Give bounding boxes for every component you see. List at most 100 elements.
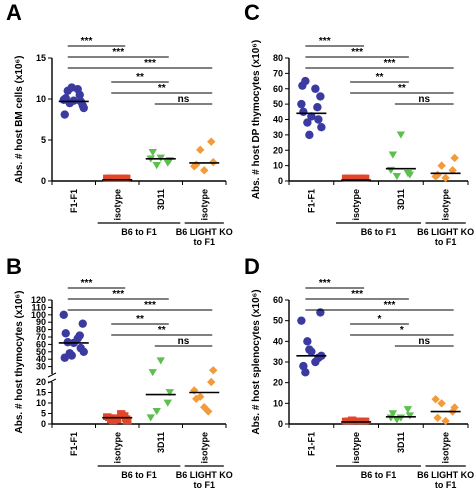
data-point [388, 410, 398, 418]
data-point [317, 122, 326, 132]
y-tick-label: 40 [36, 354, 46, 364]
data-point [152, 162, 161, 170]
data-point [190, 162, 199, 171]
category-label: F1-F1 [69, 432, 79, 456]
significance-label: ns [418, 336, 430, 347]
data-point [148, 369, 157, 377]
significance-label: *** [144, 58, 156, 69]
y-tick-label: 50 [273, 99, 283, 109]
y-tick-label: 40 [273, 336, 283, 346]
significance-label: ns [418, 94, 430, 105]
data-point [433, 413, 442, 422]
y-tick-label: 80 [273, 53, 283, 63]
y-tick-label: 50 [36, 347, 46, 357]
data-point [67, 351, 76, 360]
data-point [78, 319, 87, 328]
data-point [405, 171, 415, 179]
significance-label: ** [398, 83, 406, 94]
y-tick-label: 120 [31, 295, 46, 305]
y-tick-label: 20 [36, 377, 46, 387]
significance-label: *** [351, 289, 363, 300]
data-point [314, 115, 323, 124]
data-point [437, 399, 446, 408]
significance-label: ** [136, 72, 144, 83]
panel-A: A 0 5 10 15 Abs. # host BM cells (x10⁶) F1-F1 i… [6, 0, 233, 247]
y-tick-label: 10 [36, 398, 46, 408]
data-point [448, 166, 457, 175]
data-point [148, 148, 157, 157]
y-tick-label: 15 [36, 53, 46, 63]
data-point [60, 110, 69, 119]
significance-label: ** [158, 83, 166, 94]
significance-label: * [400, 325, 404, 336]
y-tick-label: 70 [36, 332, 46, 342]
y-tick-label: 80 [36, 325, 46, 335]
category-label: isotype [199, 189, 209, 221]
significance-label: *** [144, 300, 156, 311]
category-label: F1-F1 [306, 189, 316, 213]
data-point [297, 316, 306, 325]
y-tick-label: 0 [278, 419, 283, 429]
data-point [107, 174, 116, 182]
y-tick-label: 10 [36, 94, 46, 104]
significance-label: ns [178, 336, 190, 347]
data-point [146, 414, 155, 422]
data-point [405, 412, 415, 420]
y-axis-label: Abs. # host splenocytes (x10⁶) [251, 289, 262, 434]
data-point [209, 366, 218, 375]
data-point [355, 174, 365, 182]
category-label: isotype [112, 189, 122, 221]
group-label-b6-to-f1: B6 to F1 [361, 470, 397, 480]
data-point [75, 90, 84, 100]
significance-label: ** [158, 325, 166, 336]
significance-label: *** [384, 58, 396, 69]
data-point [305, 345, 314, 354]
data-point [204, 407, 213, 416]
data-point [441, 416, 450, 426]
significance-label: *** [81, 36, 93, 47]
data-point [311, 84, 320, 93]
data-point [388, 151, 398, 159]
category-label: F1-F1 [306, 432, 316, 456]
y-tick-label: 20 [273, 145, 283, 155]
significance-label: *** [351, 47, 363, 58]
data-point [200, 166, 209, 175]
data-point [301, 368, 310, 377]
data-point [59, 310, 68, 319]
y-tick-label: 30 [36, 362, 46, 372]
data-point [79, 347, 88, 356]
data-point [316, 308, 325, 317]
data-point [67, 83, 76, 92]
significance-label: *** [81, 278, 93, 289]
data-point [392, 416, 402, 424]
data-point [431, 395, 440, 404]
data-point [196, 145, 205, 155]
data-point [355, 417, 365, 425]
data-point [117, 410, 126, 417]
data-point [207, 137, 216, 146]
significance-label: ** [136, 314, 144, 325]
y-tick-label: 60 [273, 295, 283, 305]
data-point [441, 173, 450, 183]
y-tick-label: 60 [36, 339, 46, 349]
data-point [437, 161, 446, 170]
data-point [341, 174, 351, 182]
data-point [345, 417, 355, 425]
category-label: 3D11 [156, 189, 166, 210]
significance-label: ** [376, 72, 384, 83]
y-tick-label: 70 [273, 68, 283, 78]
panel-letter: C [244, 0, 260, 25]
significance-label: *** [112, 47, 124, 58]
significance-label: * [378, 314, 382, 325]
y-tick-label: 100 [31, 310, 46, 320]
data-point [403, 406, 413, 414]
y-tick-label: 15 [36, 388, 46, 398]
data-point [360, 174, 370, 182]
category-label: isotype [351, 432, 361, 464]
data-point [297, 99, 306, 109]
y-tick-label: 20 [273, 378, 283, 388]
y-axis-label: Abs. # host BM cells (x10⁶) [14, 56, 25, 184]
group-label-b6-to-f1: B6 to F1 [121, 227, 157, 237]
category-label: isotype [441, 432, 451, 464]
panel-D: D 0 10 20 30 40 50 60 Abs. # host splenocytes (x… [244, 254, 474, 490]
